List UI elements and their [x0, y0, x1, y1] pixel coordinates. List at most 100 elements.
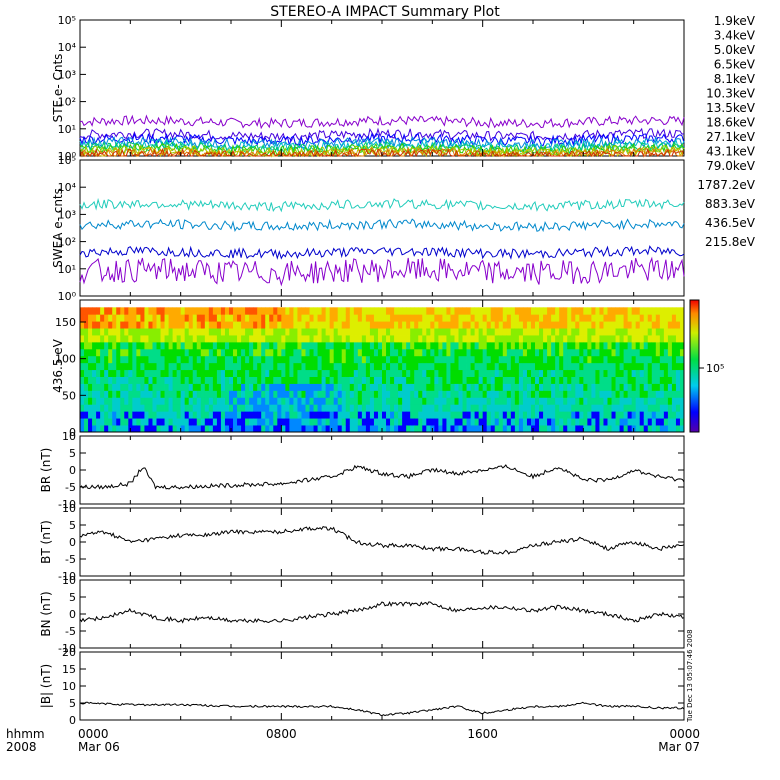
pad-cell: [120, 335, 125, 343]
pad-cell: [506, 418, 512, 426]
pad-cell: [108, 348, 113, 357]
pad-cell: [394, 328, 399, 336]
pad-cell: [305, 321, 310, 329]
pad-cell: [651, 425, 657, 433]
pad-cell: [506, 307, 512, 315]
pad-cell: [136, 383, 141, 391]
pad-cell: [530, 341, 536, 350]
pad-cell: [450, 348, 455, 357]
pad-cell: [599, 348, 604, 357]
pad-cell: [490, 425, 496, 433]
pad-cell: [233, 341, 238, 350]
pad-cell: [386, 314, 391, 322]
pad-cell: [410, 390, 415, 398]
pad-cell: [498, 404, 504, 412]
pad-cell: [148, 390, 153, 398]
pad-cell: [265, 397, 270, 405]
pad-cell: [357, 404, 363, 412]
pad-cell: [237, 341, 242, 350]
pad-cell: [659, 321, 665, 329]
pad-cell: [285, 383, 290, 391]
pad-cell: [216, 404, 222, 412]
pad-cell: [112, 425, 117, 433]
pad-cell: [241, 404, 246, 412]
pad-cell: [579, 307, 584, 315]
pad-cell: [414, 362, 419, 371]
bmag-frame: [79, 651, 685, 721]
pad-cell: [591, 307, 596, 315]
pad-cell: [204, 314, 210, 322]
pad-cell: [265, 404, 270, 412]
pad-cell: [297, 397, 302, 405]
pad-cell: [180, 369, 186, 377]
pad-cell: [261, 348, 266, 357]
pad-cell: [249, 425, 254, 433]
pad-cell: [297, 425, 302, 433]
pad-cell: [647, 376, 653, 384]
pad-cell: [587, 418, 592, 426]
pad-cell: [152, 418, 157, 426]
pad-cell: [675, 376, 681, 384]
pad-cell: [200, 425, 206, 433]
pad-cell: [611, 321, 616, 329]
pad-cell: [559, 307, 564, 315]
pad-cell: [224, 321, 230, 329]
pad-cell: [482, 418, 488, 426]
pad-cell: [535, 341, 540, 350]
pad-cell: [369, 397, 375, 405]
pad-cell: [168, 376, 174, 384]
pad-cell: [313, 383, 318, 391]
pad-cell: [426, 362, 431, 371]
pad-cell: [132, 411, 137, 419]
pad-cell: [329, 383, 335, 391]
pad-cell: [309, 314, 314, 322]
pad-cell: [623, 411, 629, 419]
pad-cell: [623, 383, 629, 391]
pad-cell: [80, 411, 85, 419]
pad-cell: [579, 321, 584, 329]
pad-cell: [200, 314, 206, 322]
pad-cell: [390, 335, 395, 343]
pad-cell: [257, 314, 262, 322]
pad-cell: [442, 397, 447, 405]
pad-cell: [108, 411, 113, 419]
pad-cell: [659, 369, 665, 377]
pad-cell: [438, 321, 443, 329]
pad-cell: [361, 418, 367, 426]
pad-cell: [160, 425, 165, 433]
pad-cell: [414, 314, 419, 322]
pad-cell: [357, 328, 363, 336]
pad-cell: [506, 376, 512, 384]
pad-cell: [180, 335, 186, 343]
pad-cell: [341, 314, 347, 322]
pad-cell: [212, 376, 218, 384]
pad-cell: [506, 314, 512, 322]
pad-cell: [293, 376, 298, 384]
pad-cell: [386, 362, 391, 371]
pad-cell: [120, 355, 125, 364]
pad-cell: [261, 341, 266, 350]
pad-cell: [506, 335, 512, 343]
pad-cell: [365, 335, 371, 343]
pad-cell: [132, 307, 137, 315]
pad-cell: [438, 397, 443, 405]
pad-cell: [486, 425, 492, 433]
pad-cell: [84, 425, 89, 433]
pad-cell: [317, 418, 322, 426]
pad-cell: [382, 369, 387, 377]
pad-cell: [116, 321, 121, 329]
pad-cell: [478, 362, 484, 371]
pad-cell: [603, 341, 608, 350]
pad-cell: [128, 390, 133, 398]
pad-cell: [442, 314, 447, 322]
pad-cell: [571, 376, 576, 384]
pad-cell: [204, 362, 210, 371]
pad-cell: [369, 341, 375, 350]
pad-cell: [671, 411, 677, 419]
pad-cell: [228, 341, 234, 350]
pad-cell: [474, 321, 480, 329]
pad-cell: [394, 348, 399, 357]
pad-cell: [438, 348, 443, 357]
pad-cell: [353, 335, 359, 343]
